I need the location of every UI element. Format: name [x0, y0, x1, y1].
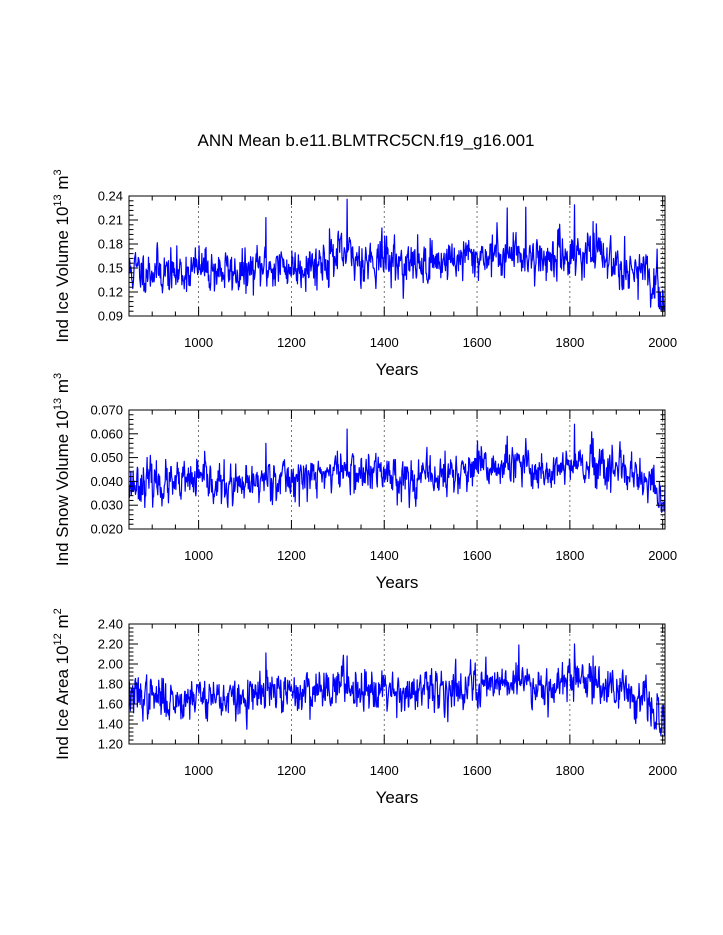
x-tick-label: 2000	[648, 763, 677, 778]
x-tick-label: 1000	[184, 335, 213, 350]
y-tick-label: 0.15	[98, 261, 123, 276]
x-tick-label: 1400	[370, 763, 399, 778]
panel-snow-volume: 1000 1200 1400 1600 1800 2000 0.020 0.030 0.040 0…	[52, 373, 677, 592]
x-tick-label: 1000	[184, 763, 213, 778]
x-tick-label: 1800	[555, 335, 584, 350]
y-tick-label: 0.070	[90, 403, 123, 418]
x-tick-label: 1600	[463, 763, 492, 778]
y-tick-label: 2.40	[98, 617, 123, 632]
y-axis-title: Ind Ice Volume 1013 m3	[52, 169, 72, 342]
y-tick-label: 0.050	[90, 450, 123, 465]
series-line	[128, 643, 666, 737]
y-tick-label: 1.40	[98, 717, 123, 732]
x-tick-label: 1400	[370, 335, 399, 350]
x-axis-title: Years	[376, 573, 419, 592]
x-tick-label: 1800	[555, 548, 584, 563]
panel-ice-area: 1000 1200 1400 1600 1800 2000 1.20 1.40 1.60 1.80…	[52, 608, 677, 807]
y-tick-label: 0.020	[90, 522, 123, 537]
y-tick-label: 1.80	[98, 677, 123, 692]
x-tick-label: 1600	[463, 335, 492, 350]
x-tick-label: 1400	[370, 548, 399, 563]
y-tick-label: 0.030	[90, 498, 123, 513]
plot-frame	[128, 409, 666, 530]
x-tick-label: 1200	[277, 763, 306, 778]
x-tick-label: 2000	[648, 548, 677, 563]
x-tick-label: 1600	[463, 548, 492, 563]
x-tick-label: 1800	[555, 763, 584, 778]
y-tick-label: 0.18	[98, 237, 123, 252]
x-axis-title: Years	[376, 788, 419, 807]
y-axis-title: Ind Snow Volume 1013 m3	[52, 373, 72, 566]
y-axis-title: Ind Ice Area 1012 m2	[52, 608, 72, 760]
y-tick-label: 0.09	[98, 309, 123, 324]
x-tick-label: 1200	[277, 335, 306, 350]
y-tick-label: 0.040	[90, 474, 123, 489]
series-line	[128, 198, 666, 311]
y-tick-label: 1.60	[98, 697, 123, 712]
plot-frame	[128, 195, 666, 317]
y-tick-label: 0.24	[98, 189, 123, 204]
x-tick-label: 2000	[648, 335, 677, 350]
y-tick-label: 0.060	[90, 426, 123, 441]
figure-title: ANN Mean b.e11.BLMTRC5CN.f19_g16.001	[197, 131, 534, 150]
y-tick-label: 0.12	[98, 285, 123, 300]
panel-ice-volume: 1000 1200 1400 1600 1800 2000 0.09 0.12 0.15 0.18…	[52, 169, 677, 379]
y-tick-label: 2.00	[98, 657, 123, 672]
x-tick-label: 1000	[184, 548, 213, 563]
series-line	[128, 423, 666, 513]
y-tick-label: 0.21	[98, 213, 123, 228]
x-axis-title: Years	[376, 360, 419, 379]
y-tick-label: 1.20	[98, 737, 123, 752]
y-tick-label: 2.20	[98, 637, 123, 652]
x-tick-label: 1200	[277, 548, 306, 563]
